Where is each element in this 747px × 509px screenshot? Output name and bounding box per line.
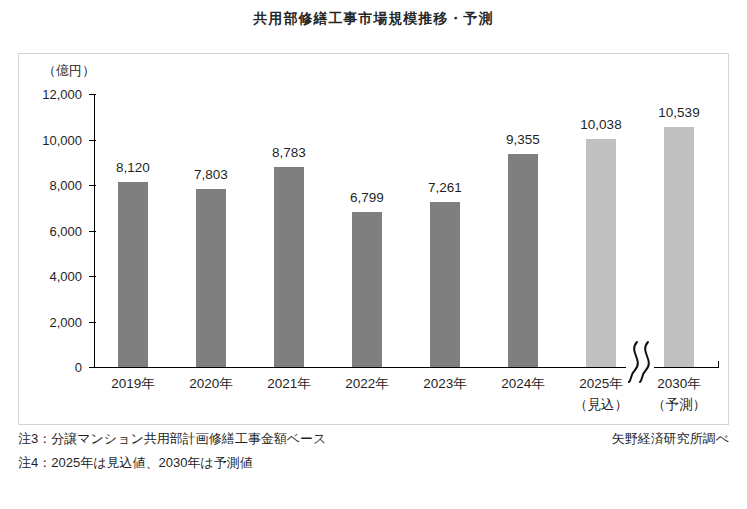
y-axis-tick-label: 10,000 — [19, 134, 82, 147]
x-axis-category-sublabel: （予測） — [637, 398, 721, 412]
bar-value-label: 10,038 — [561, 118, 641, 132]
x-axis-category-label: 2024年 — [481, 377, 565, 391]
x-axis-end-tick — [718, 361, 719, 367]
bar-2024年 — [508, 154, 538, 367]
bar-2023年 — [430, 202, 460, 367]
axis-break-icon — [623, 340, 659, 384]
y-axis-tick-label: 0 — [19, 361, 82, 374]
bar-value-label: 7,261 — [405, 181, 485, 195]
y-axis-tick-label: 2,000 — [19, 316, 82, 329]
x-axis-category-label: 2023年 — [403, 377, 487, 391]
chart-footnotes: 注3：分譲マンション共用部計画修繕工事金額ベース 注4：2025年は見込値、20… — [18, 430, 729, 478]
bar-2019年 — [118, 182, 148, 367]
footnote-4: 注4：2025年は見込値、2030年は予測値 — [18, 454, 729, 472]
x-axis-category-label: 2020年 — [169, 377, 253, 391]
bar-value-label: 9,355 — [483, 133, 563, 147]
x-axis-category-label: 2022年 — [325, 377, 409, 391]
bar-value-label: 8,120 — [93, 161, 173, 175]
x-axis-category-sublabel: （見込） — [559, 398, 643, 412]
y-axis-line — [94, 94, 95, 368]
y-axis-tick-label: 6,000 — [19, 225, 82, 238]
bar-2020年 — [196, 189, 226, 367]
chart-title: 共用部修繕工事市場規模推移・予測 — [0, 10, 747, 28]
x-axis-category-label: 2021年 — [247, 377, 331, 391]
y-axis-tick-label: 12,000 — [19, 88, 82, 101]
bar-chart-plot: 0 2,000 4,000 6,000 8,000 10,000 12,000 8,120 20… — [19, 54, 728, 424]
source-credit: 矢野経済研究所調べ — [612, 430, 729, 448]
chart-panel: （億円） 02,0004,0006,0008,00010,00012,0008,… — [18, 53, 729, 425]
bar-value-label: 6,799 — [327, 191, 407, 205]
bar-value-label: 8,783 — [249, 146, 329, 160]
bar-2022年 — [352, 212, 382, 367]
y-axis-tick-label: 8,000 — [19, 179, 82, 192]
bar-value-label: 10,539 — [639, 106, 719, 120]
x-axis-category-label: 2019年 — [91, 377, 175, 391]
page: 共用部修繕工事市場規模推移・予測 （億円） 02,0004,0006,0008,… — [0, 0, 747, 509]
bar-2030年 — [664, 127, 694, 367]
y-axis-tick-label: 4,000 — [19, 270, 82, 283]
bar-2025年 — [586, 139, 616, 367]
bar-value-label: 7,803 — [171, 168, 251, 182]
bar-2021年 — [274, 167, 304, 367]
